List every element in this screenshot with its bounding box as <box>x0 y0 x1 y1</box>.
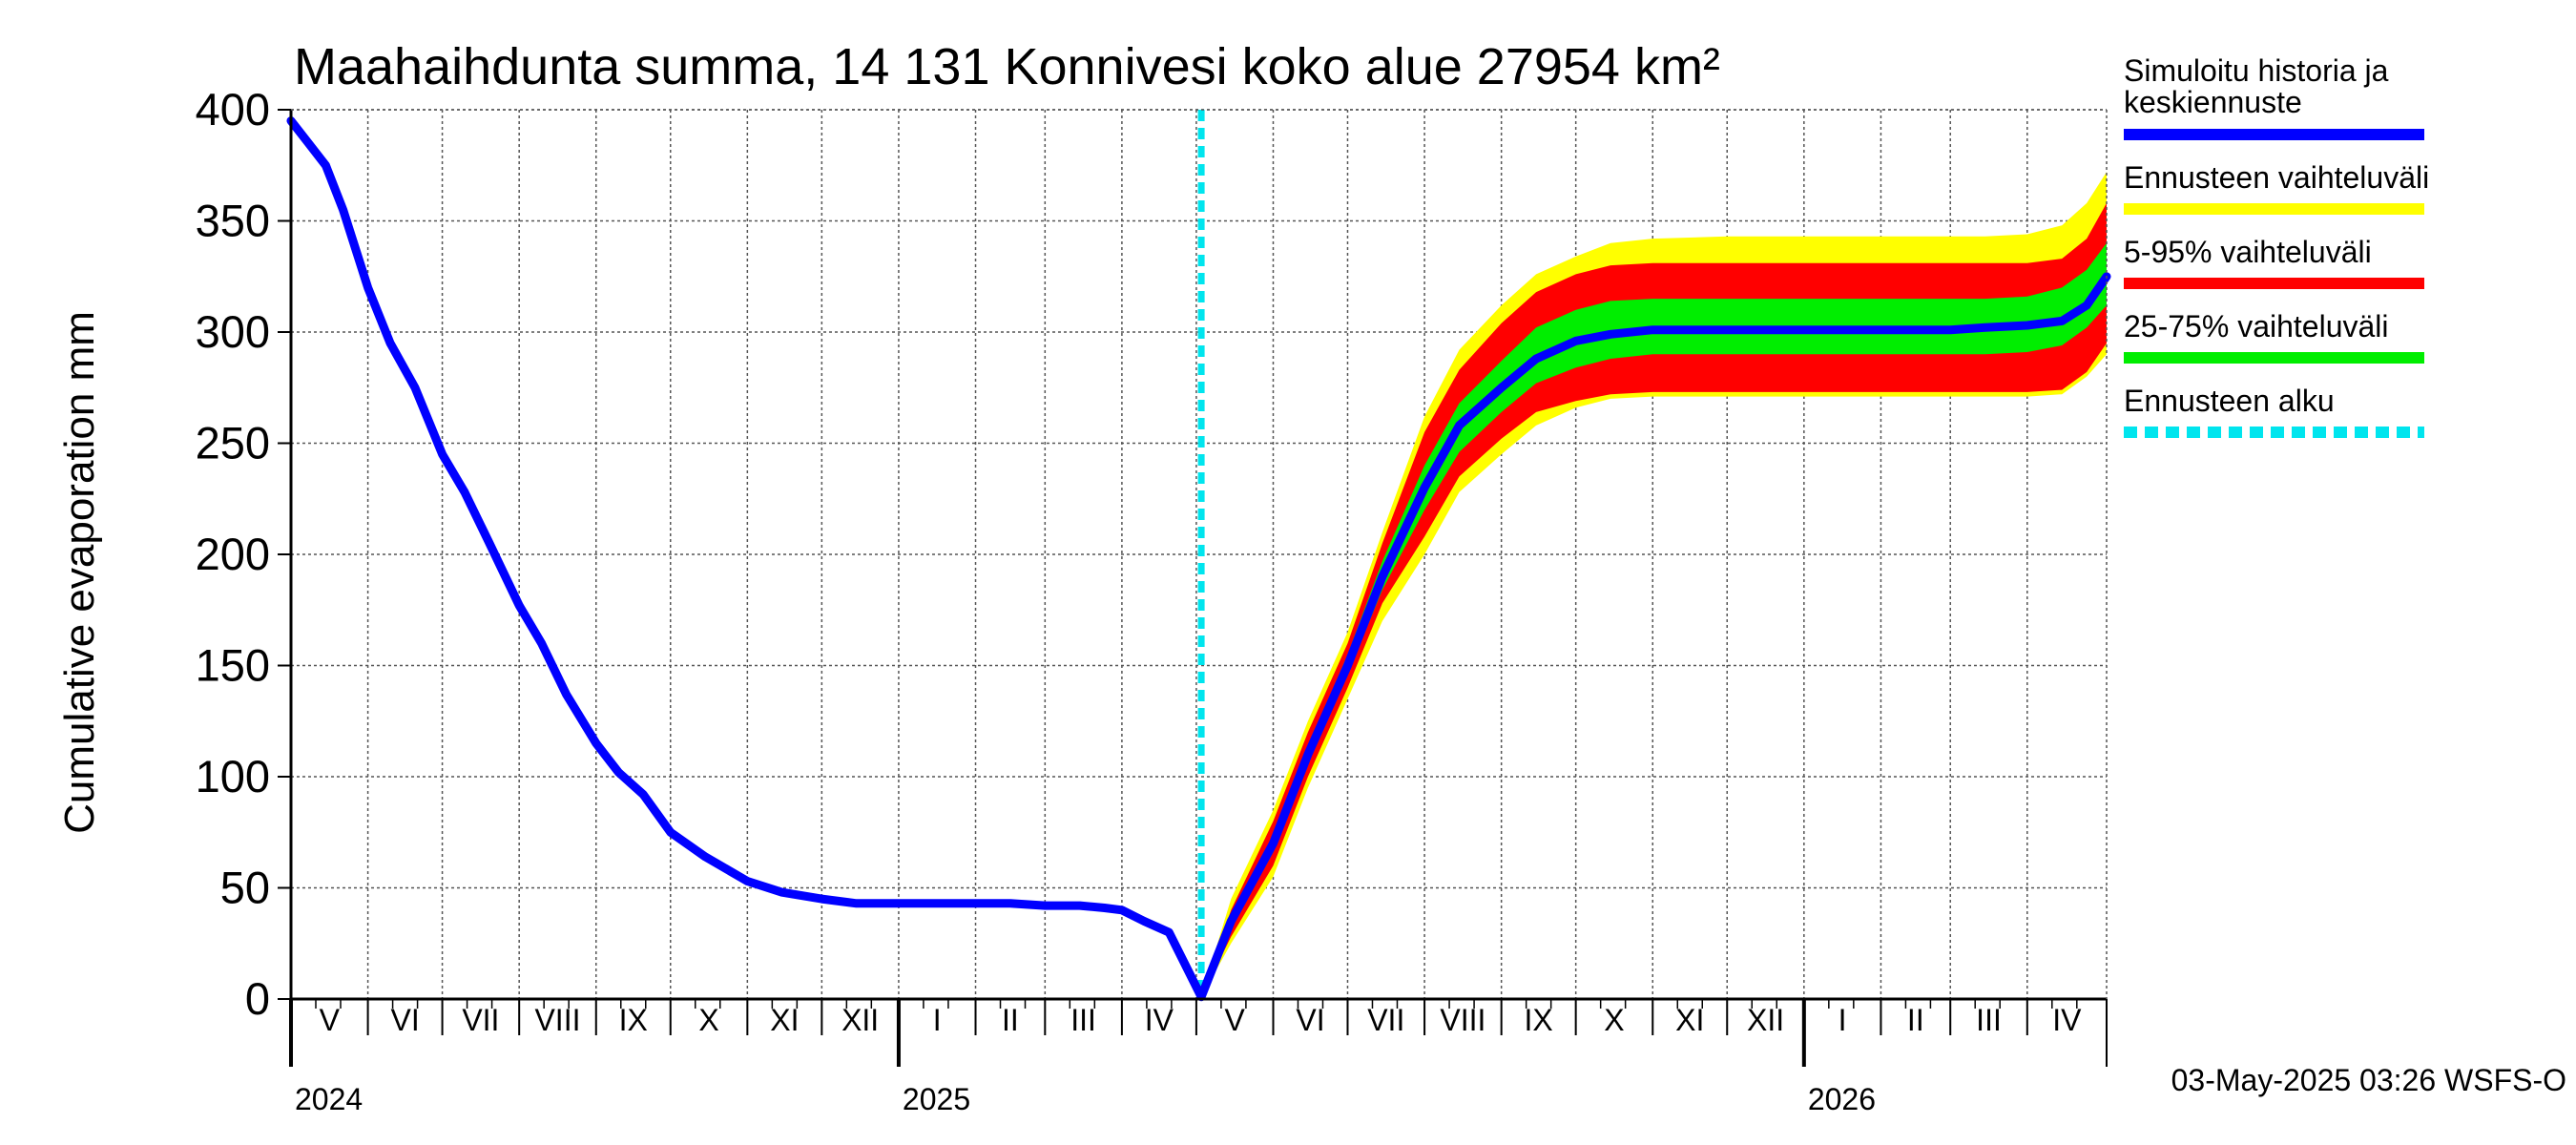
x-month-label: XII <box>841 1003 879 1037</box>
x-month-label: VII <box>1367 1003 1404 1037</box>
x-year-label: 2026 <box>1808 1082 1876 1116</box>
y-tick-label: 200 <box>196 529 270 579</box>
legend-label: 5-95% vaihteluväli <box>2124 235 2372 269</box>
history-mean-line <box>286 116 2111 1002</box>
x-month-label: II <box>1907 1003 1924 1037</box>
y-tick-label: 100 <box>196 751 270 802</box>
x-month-label: IX <box>1525 1003 1553 1037</box>
x-month-label: IX <box>619 1003 648 1037</box>
legend-item: 25-75% vaihteluväli <box>2124 309 2424 364</box>
forecast-bands <box>1201 172 2107 997</box>
y-tick-label: 400 <box>196 84 270 135</box>
legend-item: Ennusteen alku <box>2124 384 2424 438</box>
legend-item: Ennusteen vaihteluväli <box>2124 160 2429 215</box>
x-month-label: XI <box>1675 1003 1704 1037</box>
legend-item: 5-95% vaihteluväli <box>2124 235 2424 289</box>
x-month-label: III <box>1070 1003 1096 1037</box>
x-month-label: X <box>1604 1003 1624 1037</box>
x-month-label: VI <box>390 1003 419 1037</box>
x-month-label: XI <box>770 1003 799 1037</box>
x-month-label: VI <box>1296 1003 1324 1037</box>
y-tick-label: 150 <box>196 640 270 691</box>
x-month-label: X <box>698 1003 718 1037</box>
y-tick-label: 50 <box>220 863 270 913</box>
band-25-75 <box>1201 242 2107 997</box>
x-month-label: XII <box>1747 1003 1784 1037</box>
y-tick-label: 300 <box>196 306 270 357</box>
x-year-label: 2025 <box>903 1082 970 1116</box>
legend-label: Ennusteen vaihteluväli <box>2124 160 2429 195</box>
x-month-label: IV <box>1145 1003 1174 1037</box>
x-month-label: VIII <box>534 1003 580 1037</box>
history-line-group <box>286 116 2111 1002</box>
y-tick-label: 350 <box>196 196 270 246</box>
x-month-label: V <box>320 1003 341 1037</box>
x-year-label: 2024 <box>295 1082 363 1116</box>
x-month-label: IV <box>2052 1003 2082 1037</box>
band-5-95 <box>1201 202 2107 997</box>
x-month-label: VIII <box>1440 1003 1485 1037</box>
x-month-label: III <box>1976 1003 2002 1037</box>
x-month-label: VII <box>462 1003 499 1037</box>
legend-label: 25-75% vaihteluväli <box>2124 309 2389 344</box>
y-tick-label: 0 <box>245 973 270 1024</box>
y-axis-label: Cumulative evaporation mm <box>56 311 103 834</box>
footer-timestamp: 03-May-2025 03:26 WSFS-O <box>2171 1063 2566 1097</box>
y-tick-label: 250 <box>196 418 270 468</box>
legend-label: Simuloitu historia ja <box>2124 53 2389 88</box>
x-month-label: I <box>933 1003 942 1037</box>
x-month-label: I <box>1839 1003 1847 1037</box>
x-month-label: V <box>1225 1003 1246 1037</box>
axes <box>278 109 2108 1067</box>
x-month-label: II <box>1002 1003 1019 1037</box>
legend-label: Ennusteen alku <box>2124 384 2335 418</box>
legend-label: keskiennuste <box>2124 85 2302 119</box>
chart-title: Maahaihdunta summa, 14 131 Konnivesi kok… <box>294 38 1720 95</box>
